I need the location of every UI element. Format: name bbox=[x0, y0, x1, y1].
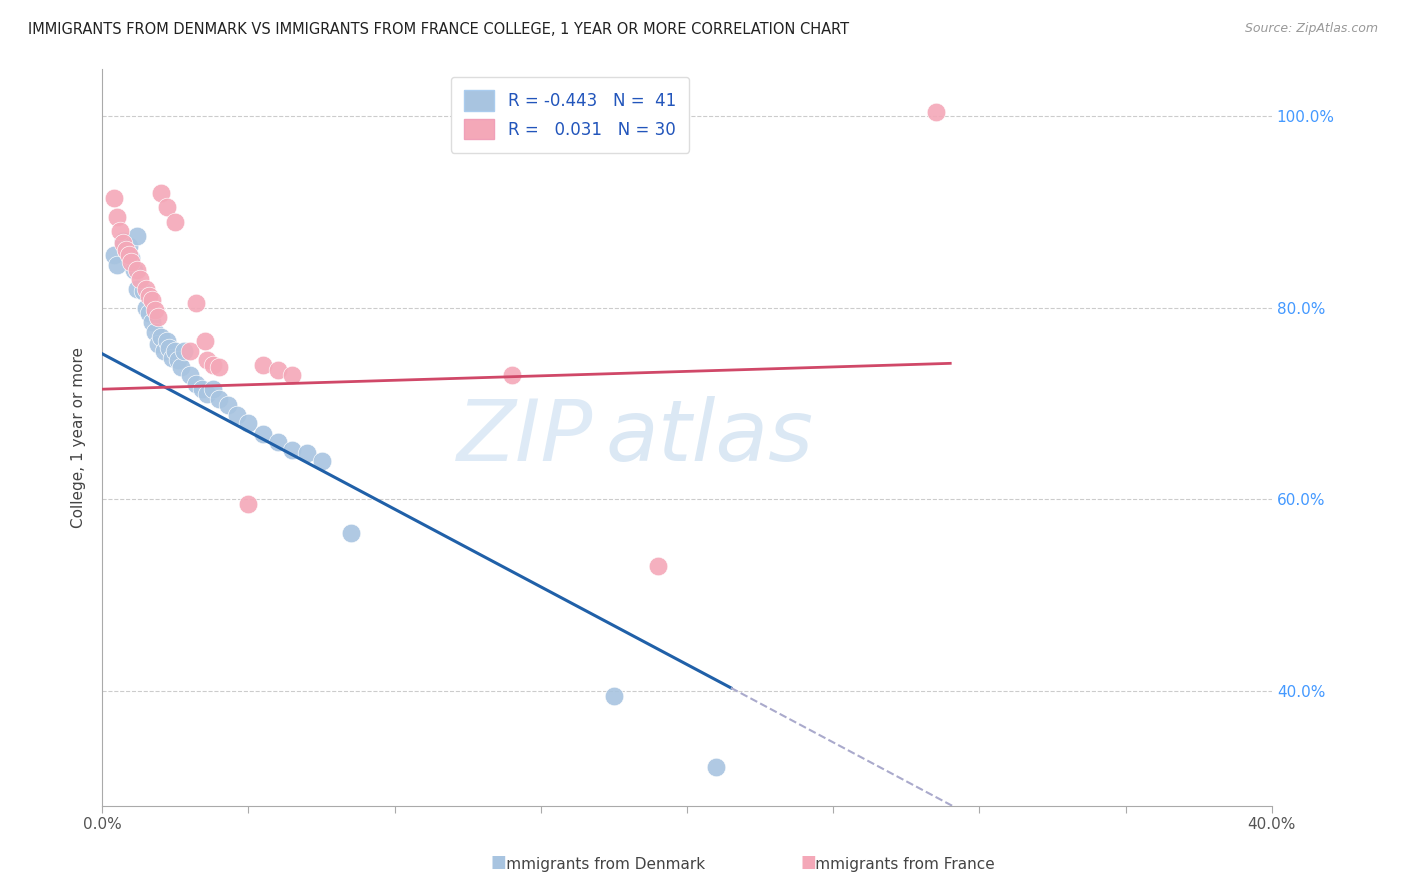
Text: Source: ZipAtlas.com: Source: ZipAtlas.com bbox=[1244, 22, 1378, 36]
Point bbox=[190, 382, 212, 396]
Point bbox=[252, 358, 274, 372]
Point bbox=[238, 497, 260, 511]
Point bbox=[281, 368, 304, 382]
Point bbox=[155, 334, 177, 349]
Point bbox=[149, 329, 172, 343]
Point bbox=[603, 689, 626, 703]
Point bbox=[281, 442, 304, 457]
Point bbox=[149, 186, 172, 200]
Point bbox=[138, 305, 160, 319]
Point bbox=[141, 315, 163, 329]
Point bbox=[103, 191, 125, 205]
Point bbox=[146, 337, 169, 351]
Point bbox=[111, 235, 134, 250]
Legend: R = -0.443   N =  41, R =   0.031   N = 30: R = -0.443 N = 41, R = 0.031 N = 30 bbox=[451, 77, 689, 153]
Point bbox=[217, 399, 239, 413]
Point bbox=[138, 289, 160, 303]
Point bbox=[143, 325, 166, 339]
Text: atlas: atlas bbox=[605, 395, 813, 478]
Point bbox=[704, 760, 727, 774]
Point bbox=[152, 343, 174, 358]
Point bbox=[162, 351, 184, 365]
Point bbox=[339, 525, 361, 540]
Point bbox=[141, 293, 163, 308]
Point bbox=[208, 392, 231, 406]
Point bbox=[105, 258, 128, 272]
Point bbox=[225, 408, 247, 422]
Point bbox=[135, 301, 157, 315]
Point bbox=[155, 200, 177, 214]
Y-axis label: College, 1 year or more: College, 1 year or more bbox=[72, 347, 86, 527]
Point bbox=[170, 360, 193, 375]
Point bbox=[193, 334, 215, 349]
Text: Immigrants from France: Immigrants from France bbox=[801, 857, 995, 872]
Point bbox=[159, 341, 181, 355]
Point bbox=[173, 343, 195, 358]
Point bbox=[103, 248, 125, 262]
Point bbox=[127, 229, 149, 244]
Point bbox=[117, 238, 139, 252]
Point bbox=[124, 262, 146, 277]
Point bbox=[114, 244, 136, 258]
Point bbox=[202, 382, 225, 396]
Point bbox=[143, 302, 166, 317]
Point bbox=[132, 284, 155, 298]
Point bbox=[117, 248, 139, 262]
Point bbox=[202, 358, 225, 372]
Point bbox=[108, 224, 131, 238]
Point bbox=[129, 272, 152, 286]
Point bbox=[266, 363, 288, 377]
Text: ZIP: ZIP bbox=[457, 395, 593, 478]
Point bbox=[238, 416, 260, 430]
Point bbox=[208, 360, 231, 375]
Point bbox=[266, 434, 288, 449]
Point bbox=[197, 353, 219, 368]
Point bbox=[120, 255, 142, 269]
Text: ■: ■ bbox=[800, 853, 815, 871]
Point bbox=[252, 427, 274, 442]
Point bbox=[165, 215, 187, 229]
Point bbox=[146, 310, 169, 325]
Point bbox=[127, 262, 149, 277]
Point bbox=[184, 377, 207, 392]
Text: Immigrants from Denmark: Immigrants from Denmark bbox=[492, 857, 706, 872]
Point bbox=[179, 368, 201, 382]
Point bbox=[311, 454, 333, 468]
Point bbox=[501, 368, 523, 382]
Text: IMMIGRANTS FROM DENMARK VS IMMIGRANTS FROM FRANCE COLLEGE, 1 YEAR OR MORE CORREL: IMMIGRANTS FROM DENMARK VS IMMIGRANTS FR… bbox=[28, 22, 849, 37]
Point bbox=[647, 559, 669, 574]
Point bbox=[295, 446, 318, 460]
Point bbox=[165, 343, 187, 358]
Text: ■: ■ bbox=[491, 853, 506, 871]
Point bbox=[114, 244, 136, 258]
Point bbox=[120, 251, 142, 265]
Point bbox=[184, 296, 207, 310]
Point bbox=[179, 343, 201, 358]
Point bbox=[127, 282, 149, 296]
Point bbox=[167, 353, 190, 368]
Point bbox=[197, 387, 219, 401]
Point bbox=[105, 210, 128, 224]
Point bbox=[111, 234, 134, 248]
Point bbox=[135, 282, 157, 296]
Point bbox=[924, 104, 946, 119]
